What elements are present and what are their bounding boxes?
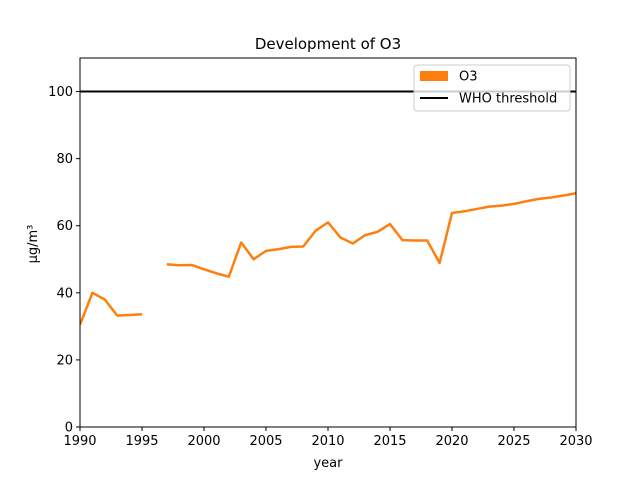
x-tick-label: 2000 <box>187 434 220 449</box>
y-tick-label: 40 <box>56 286 73 301</box>
x-tick-label: 2010 <box>311 434 344 449</box>
y-tick-label: 80 <box>56 152 73 167</box>
x-tick-label: 2025 <box>497 434 530 449</box>
legend-label: WHO threshold <box>459 92 557 107</box>
y-axis-label: µg/m³ <box>26 225 41 264</box>
plot-area <box>80 90 576 326</box>
y-tick-label: 0 <box>65 421 73 436</box>
x-tick-label: 2020 <box>435 434 468 449</box>
legend-o3-swatch <box>420 71 448 81</box>
x-tick-label: 1990 <box>63 434 96 449</box>
legend: O3 WHO threshold <box>413 64 571 112</box>
chart-title: Development of O3 <box>255 35 401 53</box>
x-tick-label: 2030 <box>559 434 592 449</box>
o3-series-line-segment-1 <box>80 291 143 326</box>
y-tick-label: 60 <box>56 219 73 234</box>
x-tick-label: 2015 <box>373 434 406 449</box>
x-axis-label: year <box>313 456 343 471</box>
axes: 1990 1995 2000 2005 2010 2015 2020 2025 2030 0 20 4… <box>48 57 593 449</box>
legend-label: O3 <box>459 70 478 85</box>
x-tick-label: 2005 <box>249 434 282 449</box>
o3-series-line-segment-2 <box>166 191 576 278</box>
y-tick-label: 20 <box>56 353 73 368</box>
legend-box <box>413 64 571 112</box>
x-tick-label: 1995 <box>125 434 158 449</box>
y-tick-label: 100 <box>48 85 73 100</box>
plot-frame <box>79 57 577 428</box>
